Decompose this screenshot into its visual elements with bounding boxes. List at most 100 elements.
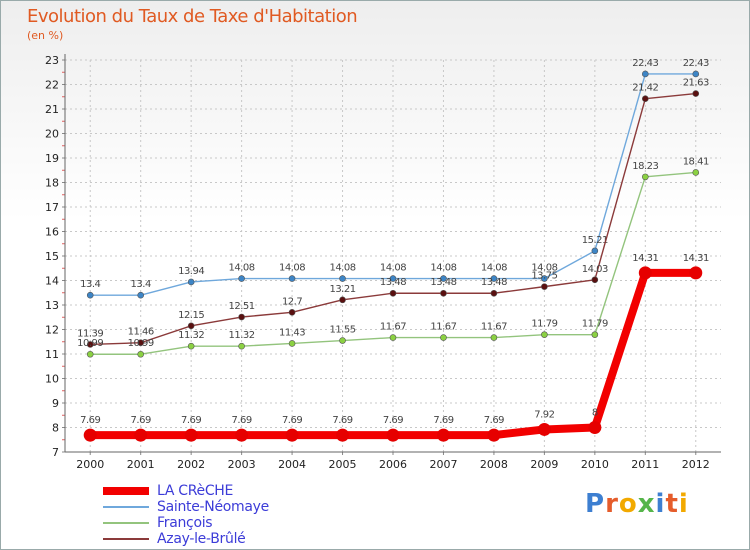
data-point (440, 289, 447, 297)
data-label: 7.69 (332, 415, 352, 426)
y-tick-label: 11 (45, 348, 59, 361)
data-point (591, 247, 599, 255)
data-point (86, 350, 94, 358)
data-label: 14.31 (632, 253, 658, 264)
data-label: 7.69 (80, 415, 100, 426)
data-point (134, 428, 148, 442)
data-point (389, 334, 397, 341)
legend-swatch (103, 522, 149, 524)
y-tick-label: 22 (45, 79, 59, 92)
legend-item: Sainte-Néomaye (103, 499, 269, 515)
data-label: 15.21 (582, 235, 608, 246)
legend-label: LA CRèCHE (157, 483, 234, 499)
data-label: 11.43 (279, 327, 305, 338)
data-label: 12.7 (282, 296, 302, 307)
data-point (238, 313, 245, 321)
data-point (389, 275, 397, 282)
logo-letter: o (618, 489, 638, 519)
data-point (642, 173, 649, 181)
data-point (588, 421, 602, 434)
logo-letter: i (678, 489, 689, 519)
x-tick-label: 2011 (631, 458, 659, 471)
data-point (86, 341, 94, 348)
data-point (440, 334, 447, 341)
y-tick-label: 16 (45, 226, 59, 239)
data-point (184, 428, 198, 442)
x-tick-label: 2005 (329, 458, 357, 471)
x-tick-label: 2010 (581, 458, 609, 471)
data-label: 22.43 (683, 58, 709, 69)
x-tick-label: 2003 (228, 458, 256, 471)
chart-subtitle: (en %) (27, 29, 64, 42)
x-tick-label: 2004 (278, 458, 306, 471)
data-label: 7.69 (282, 415, 302, 426)
data-point (187, 322, 195, 330)
x-tick-label: 2001 (127, 458, 155, 471)
legend-item: Azay-le-Brûlé (103, 531, 269, 547)
data-point (187, 278, 195, 286)
data-point (591, 331, 599, 338)
y-tick-label: 21 (45, 103, 59, 116)
data-label: 11.39 (77, 328, 103, 339)
x-tick-label: 2000 (76, 458, 104, 471)
data-point (537, 422, 551, 436)
data-point (490, 275, 498, 282)
data-point (591, 276, 599, 284)
legend-swatch (103, 538, 149, 540)
y-tick-label: 14 (45, 275, 59, 288)
legend-swatch (103, 487, 149, 495)
legend-item: François (103, 515, 269, 531)
data-point (692, 169, 700, 176)
data-point (490, 289, 498, 297)
data-point (339, 337, 346, 344)
data-point (386, 428, 400, 442)
y-tick-label: 7 (52, 446, 59, 459)
data-label: 12.15 (178, 310, 204, 321)
data-label: 18.23 (632, 161, 658, 172)
data-point (288, 340, 296, 347)
data-point (642, 95, 649, 103)
data-label: 7.69 (181, 415, 201, 426)
legend-swatch (103, 506, 149, 508)
data-point (541, 283, 548, 290)
data-label: 8 (592, 408, 598, 419)
data-label: 21.42 (632, 83, 658, 94)
data-point (137, 339, 144, 347)
data-label: 13.21 (329, 284, 355, 295)
data-point (689, 266, 703, 280)
data-label: 11.46 (128, 327, 154, 338)
data-label: 21.63 (683, 78, 709, 89)
data-point (541, 331, 548, 338)
data-label: 11.67 (380, 322, 406, 333)
y-tick-label: 17 (45, 201, 59, 214)
data-point (83, 428, 97, 442)
data-point (336, 428, 350, 442)
data-point (440, 275, 447, 282)
data-point (436, 428, 450, 442)
y-tick-label: 13 (45, 299, 59, 312)
data-label: 22.43 (632, 58, 658, 69)
data-point (137, 350, 144, 358)
data-point (288, 275, 296, 282)
logo-letter: P (585, 489, 606, 519)
data-label: 14.08 (279, 263, 305, 274)
data-label: 11.32 (178, 330, 204, 341)
data-point (238, 342, 245, 350)
y-tick-label: 23 (45, 54, 59, 67)
y-tick-label: 18 (45, 177, 59, 190)
legend: LA CRèCHE Sainte-Néomaye François Azay-le-B… (103, 483, 269, 547)
data-label: 13.4 (80, 279, 100, 290)
data-label: 13.94 (178, 266, 204, 277)
data-point (692, 70, 700, 78)
data-label: 7.69 (383, 415, 403, 426)
data-label: 12.51 (229, 301, 255, 312)
data-label: 13.75 (531, 271, 557, 282)
x-tick-label: 2002 (177, 458, 205, 471)
data-label: 14.31 (683, 253, 709, 264)
data-label: 7.69 (433, 415, 453, 426)
data-label: 13.48 (481, 277, 507, 288)
y-tick-label: 9 (52, 397, 59, 410)
data-point (235, 428, 249, 442)
